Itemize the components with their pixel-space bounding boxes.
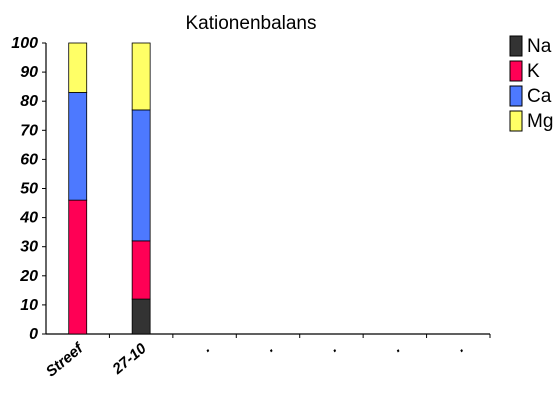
legend-label-ca: Ca xyxy=(527,86,552,107)
legend: Na K Ca Mg xyxy=(509,35,553,132)
legend-swatch-na xyxy=(509,35,523,57)
y-tick-label: 10 xyxy=(20,297,38,314)
y-tick-label: 90 xyxy=(20,64,38,81)
bar-segment-na xyxy=(131,298,151,335)
x-tick-label: . xyxy=(389,340,403,356)
legend-swatch-k xyxy=(509,60,523,82)
x-tick-label: Streef xyxy=(43,339,88,381)
x-tick-label: . xyxy=(453,340,467,356)
legend-swatch-ca xyxy=(509,85,523,107)
y-tick-label: 100 xyxy=(11,35,38,52)
x-tick-label: 27-10 xyxy=(109,340,151,379)
x-tick-label: . xyxy=(326,340,340,356)
bar-segment-ca xyxy=(68,92,88,201)
y-tick-label: 60 xyxy=(20,151,38,168)
x-tick-label: . xyxy=(262,340,276,356)
y-tick-label: 40 xyxy=(19,210,38,227)
legend-label-k: K xyxy=(527,61,540,82)
bar-segment-k xyxy=(131,240,151,300)
legend-label-mg: Mg xyxy=(527,111,553,132)
bar-segment-ca xyxy=(131,109,151,242)
bar-segment-mg xyxy=(68,42,88,93)
y-tick-label: 0 xyxy=(29,326,38,343)
x-tick-label: . xyxy=(199,340,213,356)
legend-label-na: Na xyxy=(527,36,552,57)
y-tick-label: 50 xyxy=(20,181,38,198)
bar-segment-k xyxy=(68,199,88,335)
legend-swatch-mg xyxy=(509,110,523,132)
y-tick-label: 30 xyxy=(20,239,38,256)
y-tick-label: 70 xyxy=(20,122,38,139)
chart-title: Kationenbalans xyxy=(186,13,317,34)
plot-area: 0 10 20 30 40 50 60 70 80 90 100 Streef 27-10..... xyxy=(11,35,491,381)
y-tick-label: 80 xyxy=(20,93,38,110)
bar-segment-mg xyxy=(131,42,151,111)
y-tick-label: 20 xyxy=(19,268,38,285)
